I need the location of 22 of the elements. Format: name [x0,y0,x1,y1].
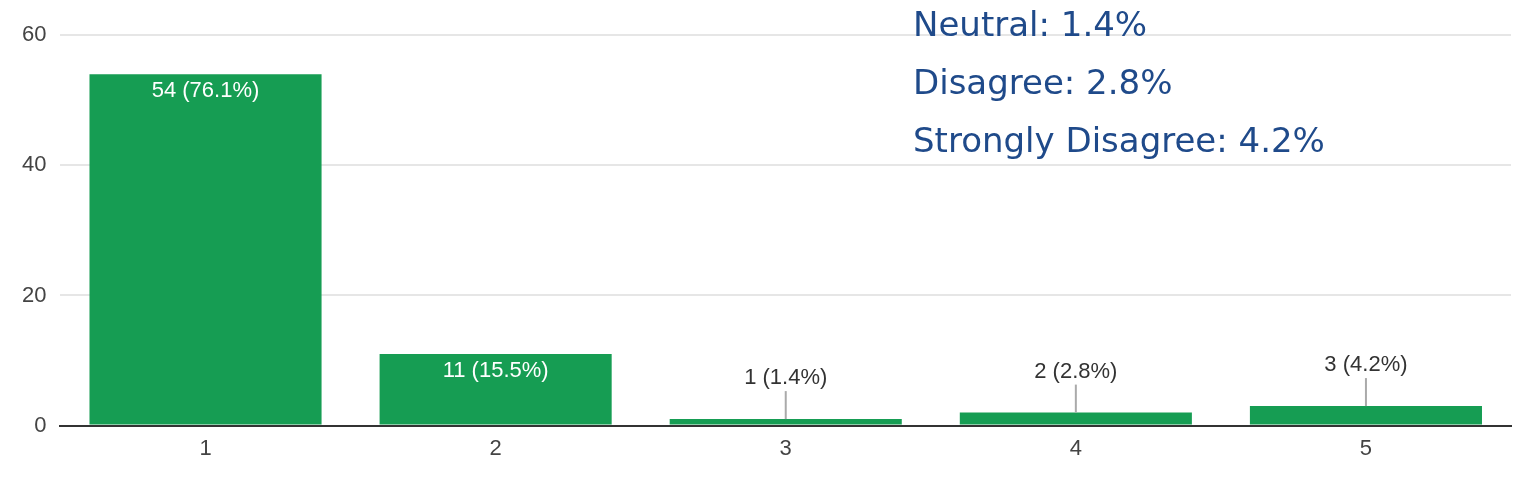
x-tick-label: 3 [779,434,792,460]
x-tick-label: 1 [199,434,212,460]
data-label: 11 (15.5%) [442,357,549,383]
bar [89,74,322,425]
data-label: 3 (4.2%) [1324,351,1408,377]
data-label: 2 (2.8%) [1034,357,1118,383]
bar [1249,406,1482,425]
bar [669,419,902,425]
y-tick-label: 20 [21,281,47,307]
annotation: Neutral: 1.4% [913,3,1148,44]
y-tick-label: 60 [21,21,47,47]
y-tick-label: 40 [21,151,47,177]
bar [379,354,612,425]
x-tick-label: 4 [1069,434,1082,460]
x-tick-label: 5 [1359,434,1373,460]
data-label: 1 (1.4%) [744,364,828,390]
x-tick-label: 2 [489,434,502,460]
bar [959,412,1192,425]
y-tick-label: 0 [34,411,47,437]
annotation: Disagree: 2.8% [913,61,1173,102]
data-label: 54 (76.1%) [151,77,260,103]
annotation: Strongly Disagree: 4.2% [913,119,1325,160]
